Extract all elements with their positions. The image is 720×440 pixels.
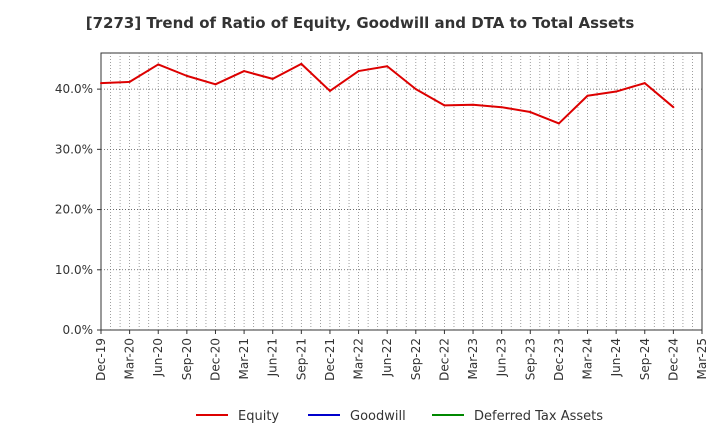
data-point bbox=[615, 90, 618, 93]
x-tick-label: Sep-20 bbox=[180, 338, 194, 380]
data-point bbox=[500, 106, 503, 109]
y-tick-label: 30.0% bbox=[55, 142, 93, 156]
data-point bbox=[443, 104, 446, 107]
x-tick-label: Mar-20 bbox=[123, 338, 137, 379]
x-tick-label: Dec-20 bbox=[208, 338, 222, 381]
x-tick-label: Dec-23 bbox=[552, 338, 566, 381]
x-tick-label: Dec-21 bbox=[323, 338, 337, 381]
chart-title: [7273] Trend of Ratio of Equity, Goodwil… bbox=[85, 14, 635, 32]
x-tick-label: Jun-24 bbox=[609, 338, 623, 377]
y-tick-label: 0.0% bbox=[63, 323, 94, 337]
data-point bbox=[328, 89, 331, 92]
data-point bbox=[185, 74, 188, 77]
data-point bbox=[557, 122, 560, 125]
legend-label: Goodwill bbox=[350, 409, 406, 424]
x-tick-label: Jun-22 bbox=[380, 338, 394, 377]
x-tick-label: Sep-21 bbox=[294, 338, 308, 380]
data-point bbox=[243, 70, 246, 73]
x-tick-label: Dec-22 bbox=[437, 338, 451, 381]
y-tick-label: 40.0% bbox=[55, 82, 93, 96]
data-point bbox=[157, 63, 160, 66]
data-point bbox=[300, 62, 303, 65]
x-tick-label: Mar-21 bbox=[237, 338, 251, 379]
data-point bbox=[529, 111, 532, 114]
x-tick-label: Dec-24 bbox=[666, 338, 680, 381]
legend-label: Equity bbox=[238, 409, 279, 424]
x-tick-label: Jun-21 bbox=[266, 338, 280, 377]
x-tick-label: Dec-19 bbox=[94, 338, 108, 381]
x-tick-label: Sep-24 bbox=[638, 338, 652, 380]
data-point bbox=[128, 80, 131, 83]
data-point bbox=[271, 77, 274, 80]
x-tick-label: Jun-20 bbox=[151, 338, 165, 377]
x-tick-label: Mar-24 bbox=[581, 338, 595, 379]
x-tick-label: Sep-22 bbox=[409, 338, 423, 380]
data-point bbox=[386, 65, 389, 68]
data-point bbox=[672, 106, 675, 109]
data-point bbox=[586, 94, 589, 97]
data-point bbox=[414, 88, 417, 91]
data-point bbox=[214, 83, 217, 86]
data-point bbox=[643, 82, 646, 85]
y-tick-label: 20.0% bbox=[55, 203, 93, 217]
data-point bbox=[357, 70, 360, 73]
y-tick-label: 10.0% bbox=[55, 263, 93, 277]
data-point bbox=[100, 82, 102, 85]
x-tick-label: Mar-25 bbox=[695, 338, 709, 379]
x-tick-label: Jun-23 bbox=[495, 338, 509, 377]
x-tick-label: Mar-22 bbox=[352, 338, 366, 379]
plot-area bbox=[100, 52, 703, 331]
legend-label: Deferred Tax Assets bbox=[474, 409, 603, 424]
data-point bbox=[472, 103, 475, 106]
x-tick-label: Mar-23 bbox=[466, 338, 480, 379]
x-tick-label: Sep-23 bbox=[523, 338, 537, 380]
